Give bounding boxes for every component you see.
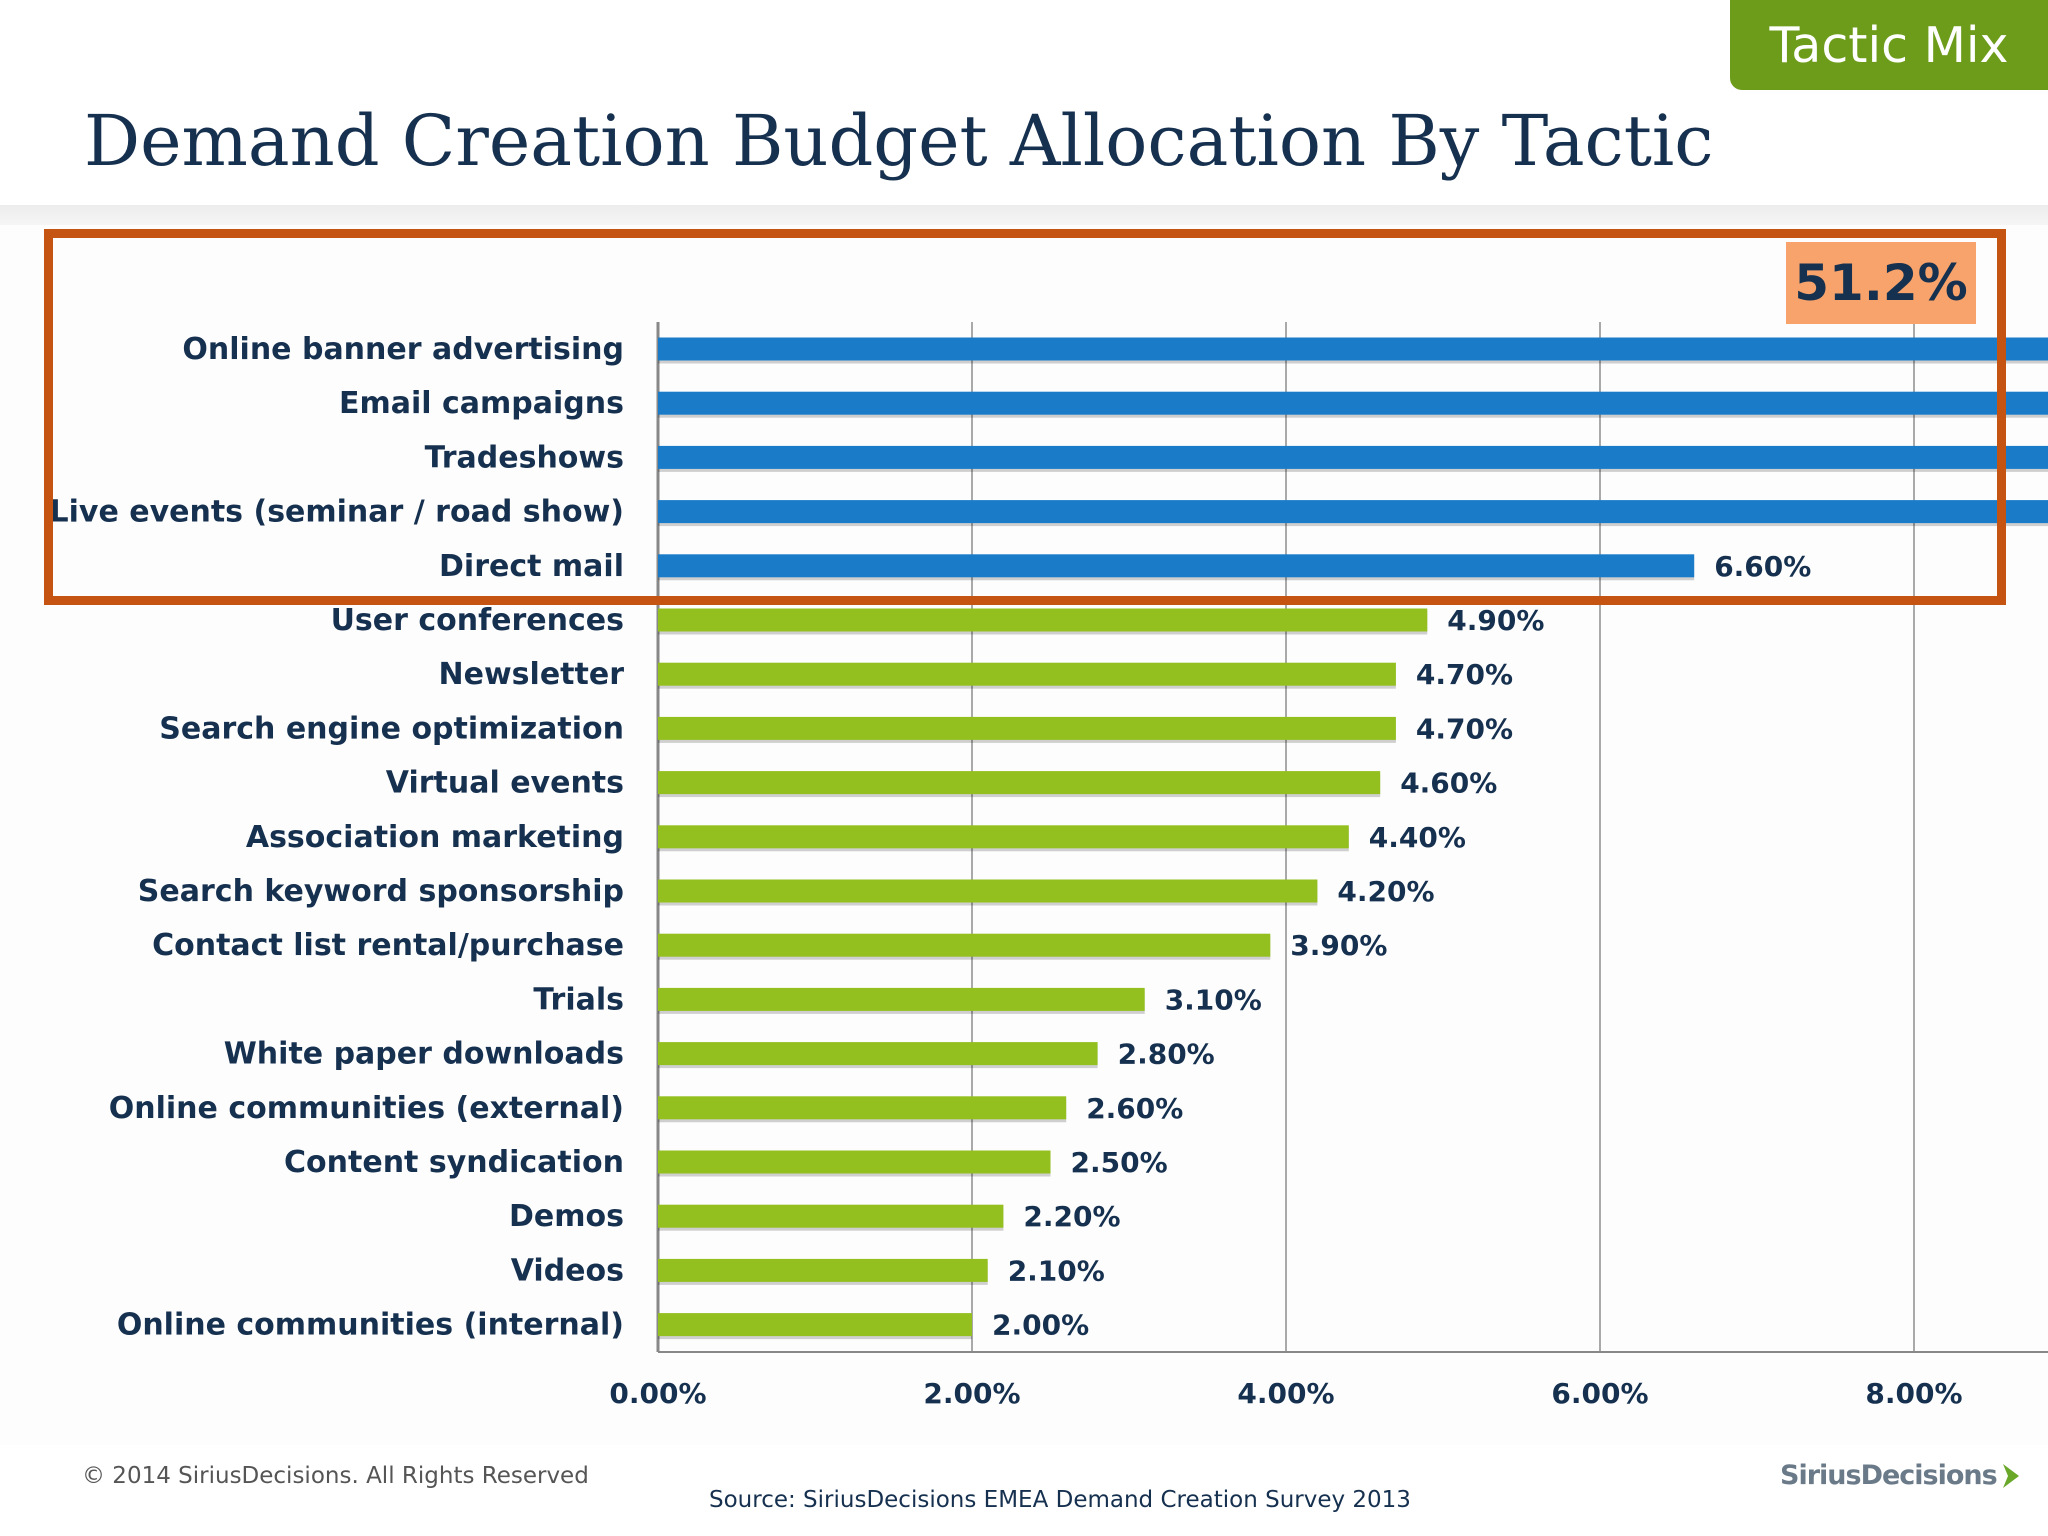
category-label: Direct mail	[439, 549, 624, 584]
value-label: 2.60%	[1086, 1092, 1183, 1125]
bar	[658, 1258, 988, 1282]
bar	[658, 662, 1396, 686]
bar	[658, 337, 2048, 361]
logo-arrow-icon	[2002, 1463, 2019, 1488]
category-label: Demos	[509, 1199, 624, 1234]
company-logo: SiriusDecisions	[1780, 1460, 2021, 1491]
category-label: Videos	[511, 1253, 624, 1288]
value-label: 3.90%	[1290, 929, 1387, 962]
value-label: 4.70%	[1416, 712, 1513, 745]
bar	[658, 554, 1695, 578]
bar-chart: Online banner advertising Email campaigns…	[49, 322, 2048, 1410]
category-label: Online communities (external)	[109, 1091, 624, 1126]
category-label: Association marketing	[246, 820, 624, 855]
value-label: 2.20%	[1023, 1200, 1120, 1233]
source-note: Source: SiriusDecisions EMEA Demand Crea…	[709, 1487, 1411, 1513]
category-label: Search keyword sponsorship	[138, 874, 624, 909]
bar	[658, 879, 1318, 903]
category-label: Content syndication	[284, 1145, 624, 1180]
x-tick-label: 4.00%	[1237, 1377, 1334, 1410]
bar	[658, 771, 1381, 795]
top-five-highlight-box	[44, 229, 2006, 605]
bar	[658, 445, 2048, 469]
category-label: Trials	[533, 982, 624, 1017]
x-tick-label: 6.00%	[1551, 1377, 1648, 1410]
bar	[658, 716, 1396, 740]
bar	[658, 608, 1428, 632]
bar	[658, 1204, 1004, 1228]
category-label: Online banner advertising	[182, 332, 624, 367]
bar	[658, 825, 1349, 849]
value-label: 4.20%	[1337, 875, 1434, 908]
value-label: 4.40%	[1369, 821, 1466, 854]
category-label: White paper downloads	[224, 1037, 624, 1072]
value-label: 2.10%	[1008, 1254, 1105, 1287]
bar	[658, 1042, 1098, 1066]
value-label: 4.90%	[1447, 604, 1544, 637]
bar	[658, 987, 1145, 1011]
x-tick-label: 8.00%	[1865, 1377, 1962, 1410]
category-label: Online communities (internal)	[117, 1308, 624, 1343]
slide-title: Demand Creation Budget Allocation By Tac…	[84, 100, 1714, 182]
category-label: Tradeshows	[425, 440, 624, 475]
value-label: 3.10%	[1165, 983, 1262, 1016]
category-label: Virtual events	[386, 766, 624, 801]
value-label: 4.70%	[1416, 658, 1513, 691]
category-label: Live events (seminar / road show)	[49, 495, 624, 530]
x-tick-label: 0.00%	[609, 1377, 706, 1410]
category-label: Contact list rental/purchase	[152, 928, 624, 963]
copyright-notice: © 2014 SiriusDecisions. All Rights Reser…	[82, 1463, 589, 1489]
value-label: 4.60%	[1400, 767, 1497, 800]
x-axis-ticks: 0.00%2.00%4.00%6.00%8.00%10.00%12.00%14.…	[609, 1377, 1962, 1410]
bar	[658, 933, 1271, 957]
bar	[658, 1096, 1067, 1120]
category-label: User conferences	[331, 603, 624, 638]
section-tag: Tactic Mix	[1730, 0, 2048, 90]
category-label: Newsletter	[439, 657, 625, 692]
bar	[658, 391, 2048, 415]
value-label: 2.00%	[992, 1309, 1089, 1342]
category-label: Email campaigns	[339, 386, 624, 421]
category-label: Search engine optimization	[159, 711, 624, 746]
value-label: 6.60%	[1714, 550, 1811, 583]
value-label: 2.50%	[1071, 1146, 1168, 1179]
total-callout: 51.2%	[1786, 242, 1976, 324]
bar	[658, 500, 2048, 524]
value-label: 2.80%	[1118, 1038, 1215, 1071]
logo-wordmark: SiriusDecisions	[1780, 1460, 1998, 1491]
x-tick-label: 2.00%	[923, 1377, 1020, 1410]
bar	[658, 1150, 1051, 1174]
value-labels: 12.90%11.20%10.40%10.10%6.60%4.90%4.70%4…	[992, 550, 1811, 1342]
bar	[658, 1313, 972, 1337]
bars	[658, 337, 2048, 1340]
category-labels: Online banner advertising Email campaigns…	[49, 332, 624, 1343]
